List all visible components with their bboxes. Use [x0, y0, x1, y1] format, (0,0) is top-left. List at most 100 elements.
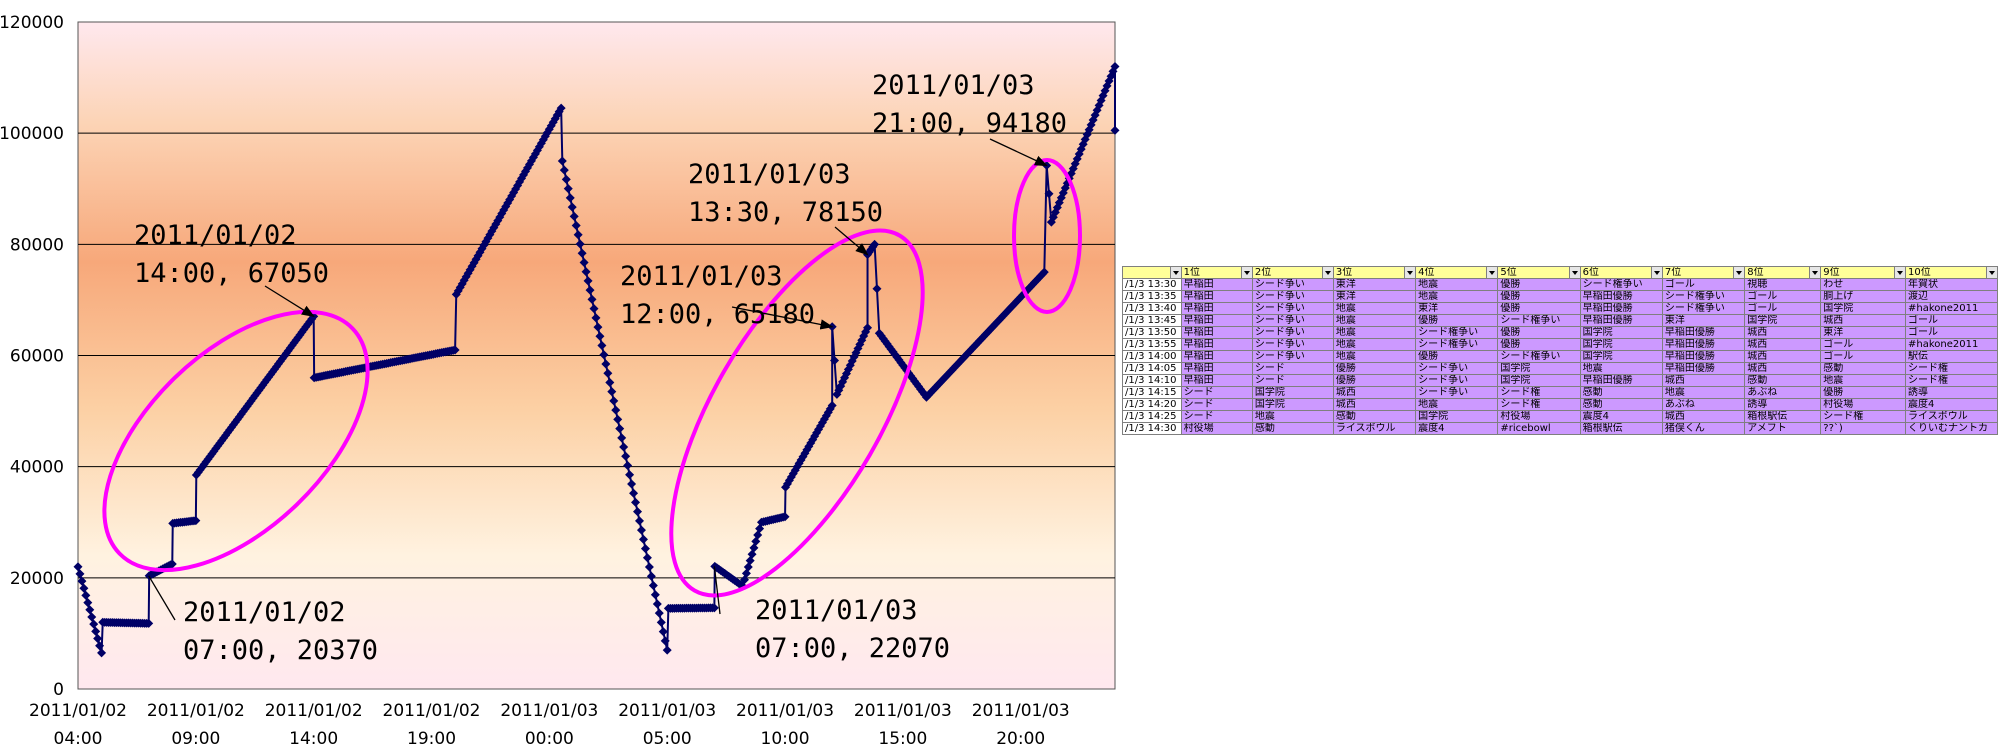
filter-dropdown-icon[interactable] [1404, 267, 1415, 278]
column-header-rank[interactable]: 10位 [1905, 266, 1998, 279]
column-header-rank[interactable]: 6位 [1579, 266, 1663, 279]
rank-cell: アメフト [1744, 422, 1822, 435]
time-cell: /1/3 14:15 [1122, 386, 1182, 399]
column-header-rank[interactable]: 3位 [1332, 266, 1417, 279]
rank-cell: あぶね [1744, 386, 1822, 399]
rank-cell: 国学院 [1251, 398, 1334, 411]
rank-cell: シード権 [1905, 362, 1998, 375]
rank-cell: 早稲田優勝 [1579, 374, 1663, 387]
rank-cell: 地震 [1820, 374, 1907, 387]
table-header-row: 1位 2位 3位 4位 5位 6位 7位 8位 9位 10位 [1122, 266, 1998, 279]
rank-cell: 感動 [1579, 386, 1663, 399]
data-point [646, 571, 656, 581]
filter-dropdown-icon[interactable] [1486, 267, 1497, 278]
rank-cell: 東洋 [1415, 302, 1499, 315]
column-header-label: 8位 [1747, 267, 1764, 278]
x-tick-label: 19:00 [407, 729, 456, 749]
filter-dropdown-icon[interactable] [1650, 267, 1662, 278]
filter-dropdown-icon[interactable] [1169, 267, 1181, 278]
filter-dropdown-icon[interactable] [1809, 267, 1820, 278]
rank-cell: 地震 [1415, 398, 1499, 411]
rank-cell: 国学院 [1579, 326, 1663, 339]
filter-dropdown-icon[interactable] [1986, 267, 1997, 278]
trend-ranking-table: 1位 2位 3位 4位 5位 6位 7位 8位 9位 10位 /1/3 13:30 早稲田 シード争い… [1122, 266, 1998, 435]
data-point [749, 543, 759, 553]
filter-dropdown-icon[interactable] [1733, 267, 1744, 278]
data-point [1039, 267, 1049, 277]
time-cell: /1/3 14:30 [1122, 422, 1182, 435]
filter-dropdown-icon[interactable] [1321, 267, 1333, 278]
rank-cell: #ricebowl [1497, 422, 1581, 435]
data-point [79, 583, 89, 593]
data-point [872, 284, 882, 294]
rank-cell: 早稲田 [1180, 374, 1253, 387]
column-header-time[interactable] [1122, 266, 1182, 279]
rank-cell: 国学院 [1251, 386, 1334, 399]
x-tick-label: 15:00 [878, 729, 927, 749]
filter-dropdown-icon[interactable] [1240, 267, 1252, 278]
rank-cell: ゴール [1820, 350, 1907, 363]
data-point [621, 451, 631, 461]
annotation-date: 2011/01/02 [183, 597, 346, 628]
column-header-rank[interactable]: 9位 [1820, 266, 1907, 279]
rank-cell: ゴール [1905, 326, 1998, 339]
annotation-value: 13:30, 78150 [688, 197, 883, 228]
rank-cell: シード [1180, 398, 1253, 411]
data-point [640, 544, 650, 554]
rank-cell: 城西 [1744, 350, 1822, 363]
rank-cell: 優勝 [1497, 338, 1581, 351]
rank-cell: 国学院 [1497, 362, 1581, 375]
column-header-label: 2位 [1254, 267, 1272, 278]
annotation-date: 2011/01/03 [872, 70, 1035, 101]
rank-cell: ライスボウル [1332, 422, 1417, 435]
rank-cell: 優勝 [1415, 314, 1499, 327]
data-point [660, 636, 670, 646]
rank-cell: シード権 [1497, 386, 1581, 399]
data-point [745, 556, 755, 566]
x-tick-label: 09:00 [171, 729, 220, 749]
table-row: /1/3 14:25 シード 地震 感動 国学院 村役場 震度4 城西 箱根駅伝 シード権 ライスボ… [1122, 410, 1998, 423]
column-header-rank[interactable]: 4位 [1415, 266, 1499, 279]
series-markers [73, 61, 1120, 658]
column-header-rank[interactable]: 8位 [1744, 266, 1822, 279]
time-cell: /1/3 14:10 [1122, 374, 1182, 387]
rank-cell: 地震 [1332, 350, 1417, 363]
time-cell: /1/3 13:40 [1122, 302, 1182, 315]
column-header-rank[interactable]: 7位 [1661, 266, 1746, 279]
rank-cell: 村役場 [1497, 410, 1581, 423]
table-row: /1/3 13:45 早稲田 シード争い 地震 優勝 シード権争い 早稲田優勝 東洋 国学院 城西… [1122, 314, 1998, 327]
data-point [830, 356, 840, 366]
rank-cell: 優勝 [1332, 374, 1417, 387]
data-point [780, 512, 790, 522]
column-header-rank[interactable]: 1位 [1180, 266, 1253, 279]
rank-cell: シード争い [1251, 338, 1334, 351]
y-tick-label: 0 [53, 680, 64, 700]
filter-dropdown-icon[interactable] [1568, 267, 1580, 278]
rank-cell: 東洋 [1332, 278, 1417, 291]
table-row: /1/3 14:00 早稲田 シード争い 地震 優勝 シード権争い 国学院 早稲田優勝 城西 ゴー… [1122, 350, 1998, 363]
data-point [144, 618, 154, 628]
column-header-rank[interactable]: 2位 [1251, 266, 1334, 279]
rank-cell: 優勝 [1497, 290, 1581, 303]
data-point [1110, 61, 1120, 71]
rank-cell: 早稲田 [1180, 290, 1253, 303]
annotation-value: 21:00, 94180 [872, 108, 1067, 139]
rank-cell: わせ [1820, 278, 1907, 291]
data-point [77, 576, 87, 586]
rank-cell: 感動 [1744, 374, 1822, 387]
highlight-ellipse [669, 228, 925, 598]
data-point [642, 553, 652, 563]
column-header-rank[interactable]: 5位 [1497, 266, 1581, 279]
rank-cell: シード争い [1251, 278, 1334, 291]
rank-cell: 城西 [1332, 398, 1417, 411]
rank-cell: 城西 [1744, 326, 1822, 339]
rank-cell: シード権争い [1415, 338, 1499, 351]
table-body: /1/3 13:30 早稲田 シード争い 東洋 地震 優勝 シード権争い ゴール 視聴 わせ 年賀状… [1122, 278, 1998, 435]
rank-cell: ??`) [1820, 422, 1907, 435]
data-point [597, 341, 607, 351]
time-cell: /1/3 13:55 [1122, 338, 1182, 351]
filter-dropdown-icon[interactable] [1894, 267, 1905, 278]
x-tick-label: 2011/01/03 [736, 701, 834, 721]
column-header-label: 9位 [1823, 267, 1840, 278]
rank-cell: 渡辺 [1905, 290, 1998, 303]
